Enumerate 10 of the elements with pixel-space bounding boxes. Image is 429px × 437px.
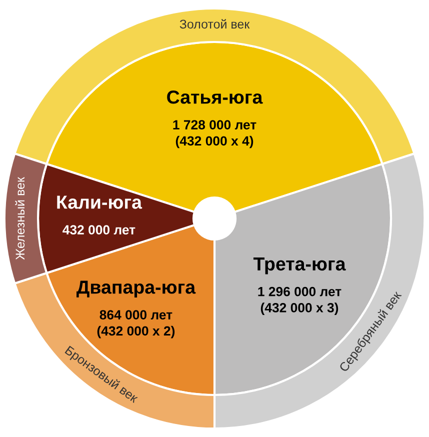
slice-label: Трета-юга (253, 257, 346, 274)
data-label: 1 296 000 лет (432 000 x 3) (258, 286, 342, 315)
slice-label: Двапара-юга (76, 280, 196, 298)
data-label: 432 000 лет (62, 225, 136, 235)
slice-label: Кали-юга (57, 196, 142, 209)
slice-label: Сатья-юга (167, 90, 263, 104)
data-label: 1 728 000 лет (432 000 x 4) (173, 120, 256, 148)
data-label: Золотой век (180, 19, 250, 29)
data-label: Железный век (15, 177, 25, 260)
data-label: 864 000 лет (432 000 x 2) (97, 310, 175, 338)
